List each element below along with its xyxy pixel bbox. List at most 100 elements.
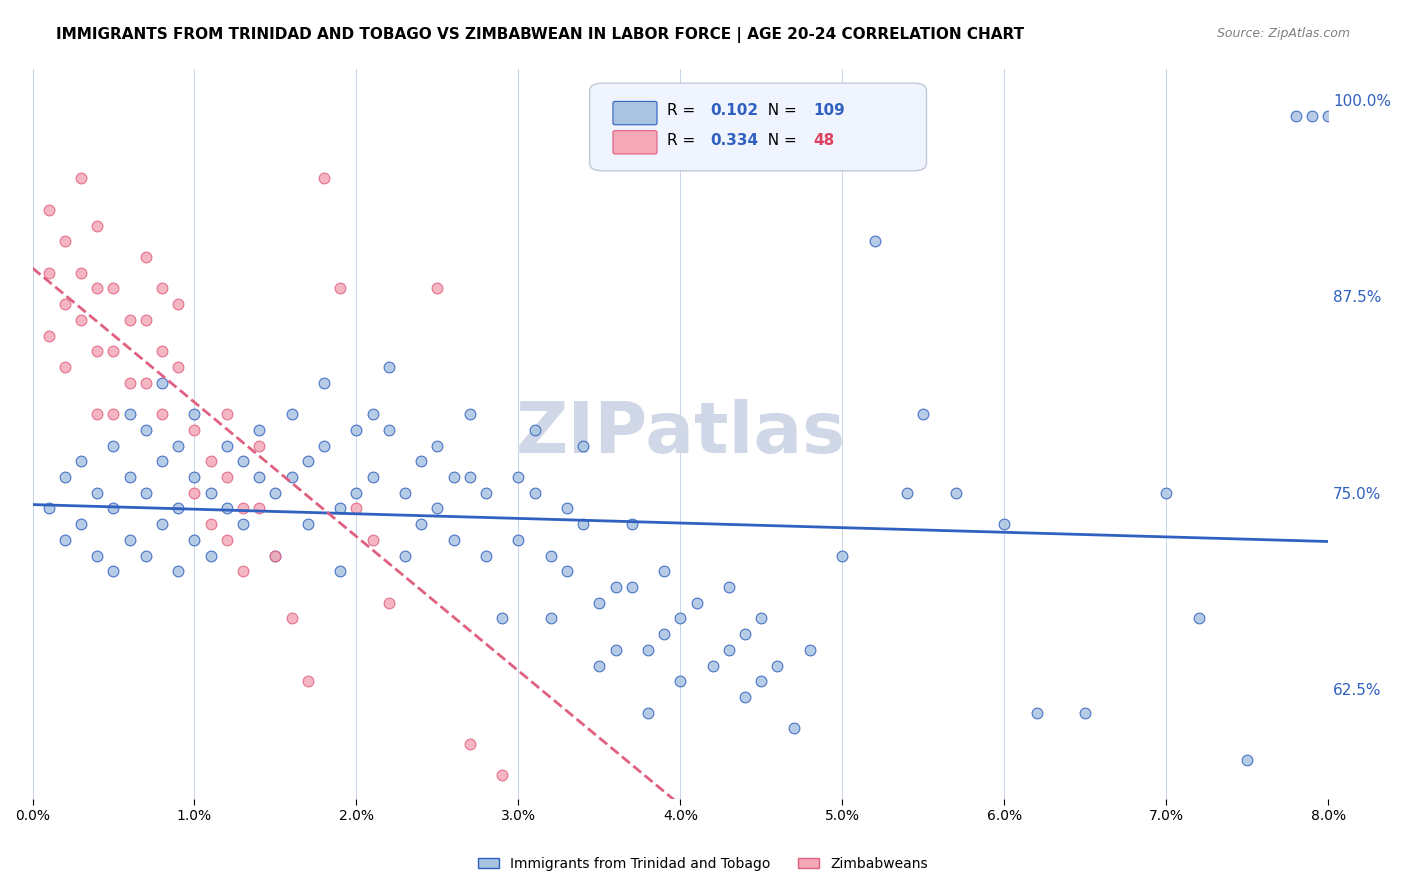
Point xyxy=(1301,109,1323,123)
Point xyxy=(70,266,93,280)
Point xyxy=(523,423,546,437)
Text: 0.102: 0.102 xyxy=(710,103,758,119)
Point xyxy=(297,454,319,468)
Point xyxy=(38,328,60,343)
Point xyxy=(637,706,659,720)
Point xyxy=(183,533,205,547)
Point xyxy=(443,533,465,547)
Point xyxy=(637,642,659,657)
Text: R =: R = xyxy=(668,103,700,119)
Point xyxy=(232,564,254,578)
Point xyxy=(232,454,254,468)
Point xyxy=(766,658,789,673)
Point xyxy=(443,470,465,484)
Point xyxy=(344,501,367,516)
Legend: Immigrants from Trinidad and Tobago, Zimbabweans: Immigrants from Trinidad and Tobago, Zim… xyxy=(472,851,934,876)
Point xyxy=(167,501,190,516)
Point xyxy=(135,485,157,500)
Point xyxy=(734,627,756,641)
Point xyxy=(508,470,530,484)
Point xyxy=(361,470,384,484)
Point xyxy=(297,674,319,689)
Point xyxy=(458,470,481,484)
Point xyxy=(1285,109,1308,123)
Point xyxy=(38,266,60,280)
Point xyxy=(118,313,141,327)
Point xyxy=(912,407,935,421)
Point xyxy=(993,517,1015,532)
Point xyxy=(378,423,401,437)
Point xyxy=(135,376,157,390)
Point xyxy=(280,407,302,421)
Point xyxy=(280,611,302,625)
Point xyxy=(1154,485,1177,500)
Point xyxy=(150,407,173,421)
Text: 109: 109 xyxy=(814,103,845,119)
Point xyxy=(264,549,287,563)
Point xyxy=(135,549,157,563)
Point xyxy=(945,485,967,500)
Point xyxy=(831,549,853,563)
Point xyxy=(103,344,125,359)
Point xyxy=(572,517,595,532)
Point xyxy=(426,281,449,295)
Point xyxy=(135,250,157,264)
Point xyxy=(150,281,173,295)
Point xyxy=(749,674,772,689)
Text: R =: R = xyxy=(668,133,700,147)
Point xyxy=(702,658,724,673)
Point xyxy=(652,627,675,641)
Point xyxy=(247,439,270,453)
Point xyxy=(183,423,205,437)
Point xyxy=(150,454,173,468)
Point xyxy=(118,533,141,547)
Point xyxy=(103,439,125,453)
Point xyxy=(103,281,125,295)
Point xyxy=(620,517,643,532)
Point xyxy=(280,470,302,484)
Point xyxy=(685,596,707,610)
Point xyxy=(783,722,806,736)
Point xyxy=(394,485,416,500)
Text: N =: N = xyxy=(758,133,801,147)
Point xyxy=(717,642,740,657)
Point xyxy=(523,485,546,500)
Point xyxy=(70,517,93,532)
Point xyxy=(167,297,190,311)
Point xyxy=(247,501,270,516)
Point xyxy=(247,423,270,437)
Point xyxy=(70,313,93,327)
Point xyxy=(247,470,270,484)
Point xyxy=(1074,706,1097,720)
Point xyxy=(588,596,610,610)
Point xyxy=(215,470,238,484)
Point xyxy=(150,376,173,390)
Point xyxy=(411,454,433,468)
Point xyxy=(53,297,76,311)
Point xyxy=(118,407,141,421)
Point xyxy=(1187,611,1209,625)
Point xyxy=(103,501,125,516)
Point xyxy=(329,281,352,295)
Point xyxy=(361,407,384,421)
Point xyxy=(86,407,108,421)
Point xyxy=(103,407,125,421)
Point xyxy=(361,533,384,547)
Point xyxy=(669,674,692,689)
Point xyxy=(540,611,562,625)
Point xyxy=(329,564,352,578)
Point xyxy=(491,611,513,625)
Point xyxy=(200,549,222,563)
Point xyxy=(135,313,157,327)
Point xyxy=(86,549,108,563)
Point xyxy=(86,344,108,359)
Point xyxy=(215,407,238,421)
Point xyxy=(312,171,335,186)
Point xyxy=(312,439,335,453)
Point xyxy=(572,439,595,453)
Point xyxy=(508,533,530,547)
Point xyxy=(150,344,173,359)
Point xyxy=(555,564,578,578)
Point xyxy=(215,533,238,547)
Point xyxy=(232,517,254,532)
